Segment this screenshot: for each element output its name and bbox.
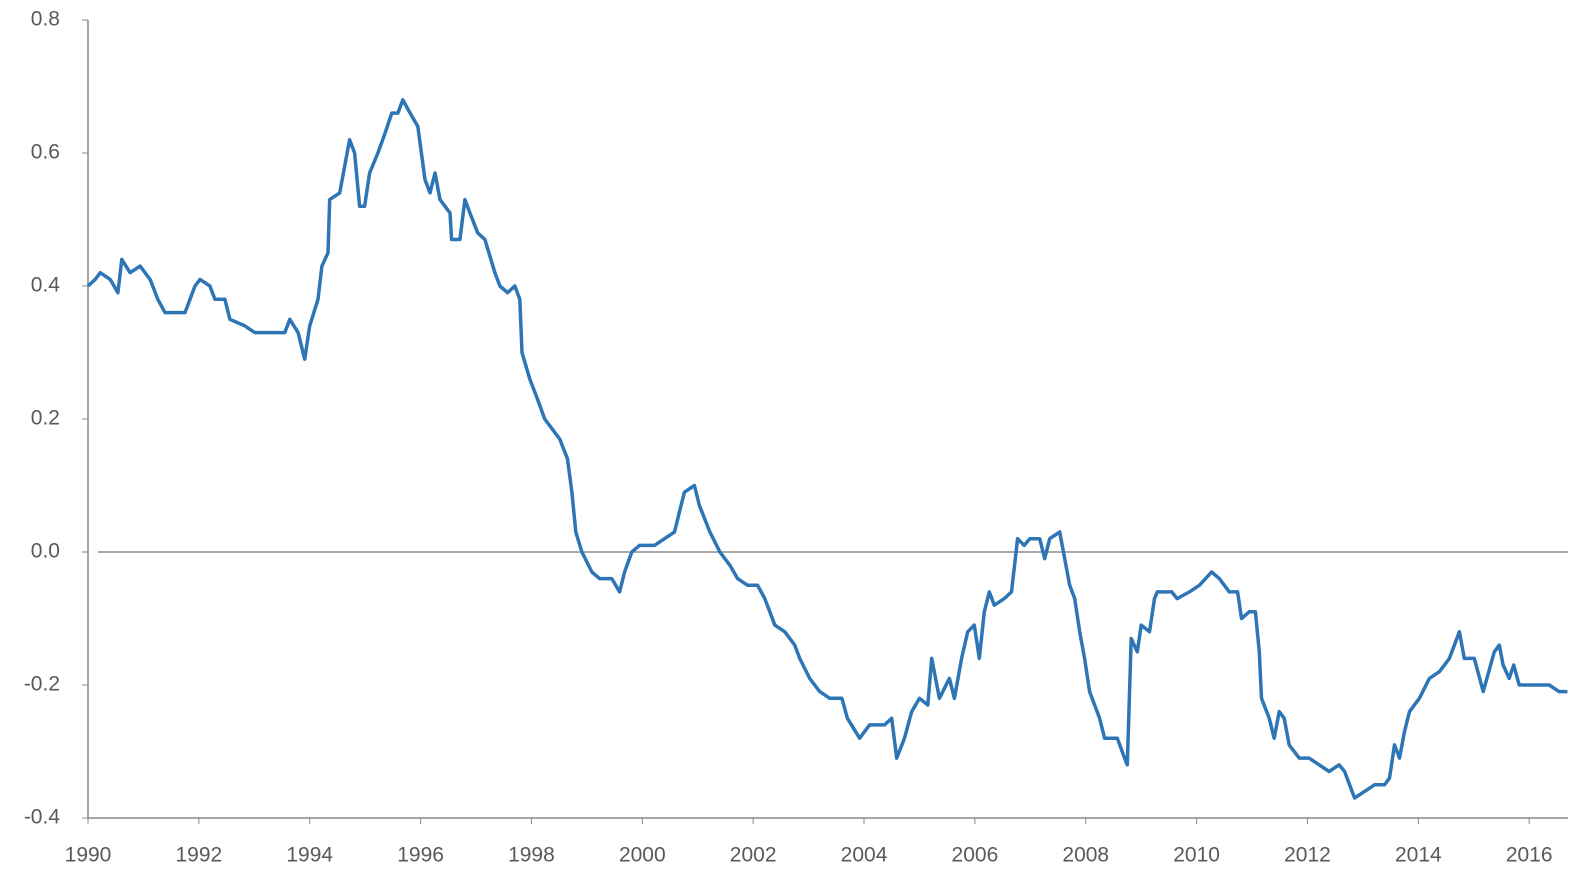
data-line — [86, 98, 1568, 800]
x-tick-label: 1996 — [397, 844, 444, 867]
x-tick-label: 2012 — [1284, 844, 1331, 867]
x-tick-label: 2016 — [1506, 844, 1553, 867]
y-tick-label: -0.2 — [24, 673, 60, 696]
y-tick-label: 0.6 — [31, 141, 60, 164]
x-tick-label: 2014 — [1395, 844, 1442, 867]
x-tick-label: 1994 — [286, 844, 333, 867]
x-tick-label: 1990 — [65, 844, 112, 867]
y-tick-label: 0.8 — [31, 8, 60, 31]
x-tick-label: 2006 — [952, 844, 999, 867]
x-tick-label: 2008 — [1062, 844, 1109, 867]
y-tick-label: 0.2 — [31, 407, 60, 430]
x-tick-label: 2000 — [619, 844, 666, 867]
y-tick-label: 0.0 — [31, 540, 60, 563]
x-tick-label: 1992 — [176, 844, 223, 867]
y-tick-label: 0.4 — [31, 274, 61, 297]
x-tick-label: 2002 — [730, 844, 777, 867]
x-tick-label: 2004 — [841, 844, 888, 867]
x-tick-label: 2010 — [1173, 844, 1220, 867]
y-tick-label: -0.4 — [24, 806, 61, 829]
x-tick-label: 1998 — [508, 844, 555, 867]
